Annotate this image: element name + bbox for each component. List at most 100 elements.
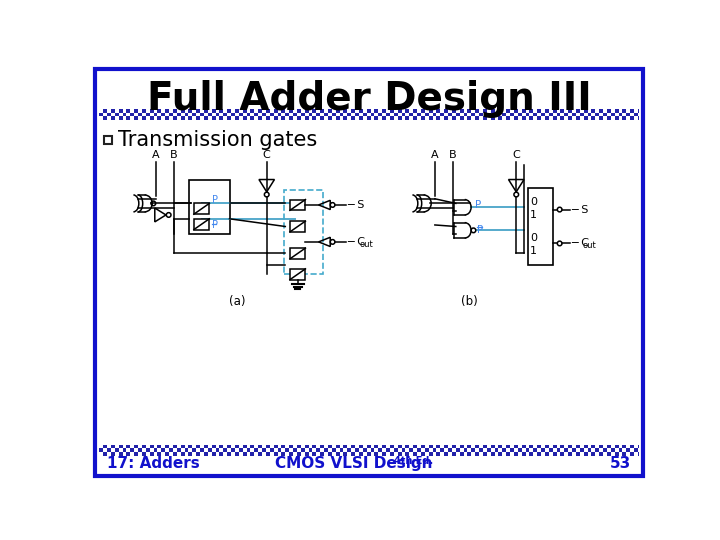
Bar bbox=[417, 445, 421, 448]
Text: ─ C: ─ C bbox=[347, 237, 365, 247]
Bar bbox=[374, 112, 378, 117]
Bar bbox=[560, 112, 564, 117]
Bar bbox=[328, 448, 332, 452]
Text: (b): (b) bbox=[462, 295, 478, 308]
Text: C: C bbox=[513, 150, 520, 160]
Bar bbox=[545, 112, 549, 117]
Bar bbox=[413, 448, 417, 452]
Bar bbox=[615, 448, 618, 452]
Bar bbox=[114, 452, 119, 456]
Bar bbox=[472, 117, 475, 120]
Bar bbox=[615, 112, 618, 117]
Bar bbox=[425, 110, 428, 112]
Bar bbox=[479, 117, 483, 120]
Text: Full Adder Design III: Full Adder Design III bbox=[147, 80, 591, 118]
Bar bbox=[534, 110, 537, 112]
Bar bbox=[266, 448, 270, 452]
Bar bbox=[510, 452, 514, 456]
Bar bbox=[270, 445, 274, 448]
Bar bbox=[611, 445, 615, 448]
Bar bbox=[290, 248, 305, 259]
Text: C: C bbox=[263, 150, 271, 160]
Bar bbox=[433, 445, 436, 448]
Bar bbox=[231, 110, 235, 112]
Bar bbox=[541, 452, 545, 456]
Bar bbox=[184, 110, 189, 112]
Bar bbox=[374, 448, 378, 452]
Bar bbox=[169, 452, 173, 456]
Bar bbox=[534, 117, 537, 120]
Bar bbox=[448, 445, 452, 448]
Bar bbox=[122, 117, 127, 120]
Bar bbox=[595, 117, 599, 120]
Bar bbox=[382, 112, 386, 117]
Bar bbox=[433, 452, 436, 456]
Bar bbox=[189, 112, 192, 117]
Text: ─ C: ─ C bbox=[571, 239, 589, 248]
Bar bbox=[285, 452, 289, 456]
Bar bbox=[355, 452, 359, 456]
Text: 1: 1 bbox=[530, 210, 537, 220]
Bar bbox=[560, 448, 564, 452]
Bar bbox=[572, 110, 576, 112]
Bar bbox=[251, 112, 254, 117]
Bar bbox=[528, 188, 553, 265]
Bar bbox=[371, 445, 374, 448]
Bar bbox=[382, 448, 386, 452]
Bar bbox=[239, 110, 243, 112]
Bar bbox=[595, 445, 599, 448]
Text: P: P bbox=[212, 220, 217, 231]
Bar bbox=[107, 445, 111, 448]
Bar bbox=[522, 112, 526, 117]
Bar bbox=[192, 452, 196, 456]
Bar bbox=[239, 452, 243, 456]
Bar bbox=[309, 110, 312, 112]
Bar bbox=[340, 110, 343, 112]
Bar bbox=[290, 221, 305, 232]
Bar bbox=[351, 112, 355, 117]
Bar bbox=[541, 117, 545, 120]
Bar bbox=[564, 452, 568, 456]
Bar bbox=[138, 445, 142, 448]
Bar bbox=[293, 117, 297, 120]
Bar bbox=[208, 452, 212, 456]
Bar bbox=[290, 200, 305, 211]
Bar bbox=[134, 448, 138, 452]
Text: 17: Adders: 17: Adders bbox=[107, 456, 200, 471]
Bar bbox=[215, 110, 220, 112]
Bar bbox=[459, 448, 464, 452]
Bar bbox=[553, 448, 557, 452]
Bar bbox=[417, 452, 421, 456]
Text: Transmission gates: Transmission gates bbox=[118, 130, 317, 150]
Bar bbox=[483, 112, 487, 117]
Text: ─ S: ─ S bbox=[571, 205, 589, 214]
Bar bbox=[588, 110, 591, 112]
Bar bbox=[518, 452, 522, 456]
Bar bbox=[277, 117, 282, 120]
Bar bbox=[448, 117, 452, 120]
Bar bbox=[510, 445, 514, 448]
Text: 53: 53 bbox=[610, 456, 631, 471]
Bar bbox=[503, 117, 506, 120]
Bar bbox=[177, 445, 181, 448]
Bar bbox=[312, 112, 316, 117]
Bar bbox=[220, 112, 223, 117]
Bar bbox=[405, 112, 409, 117]
Bar bbox=[274, 112, 277, 117]
Bar bbox=[397, 112, 402, 117]
Bar bbox=[111, 448, 114, 452]
Bar bbox=[591, 112, 595, 117]
Text: B: B bbox=[170, 150, 178, 160]
Bar bbox=[366, 112, 371, 117]
Text: CMOS VLSI Design: CMOS VLSI Design bbox=[275, 456, 432, 471]
Bar bbox=[347, 452, 351, 456]
Bar bbox=[580, 110, 584, 112]
Bar bbox=[626, 452, 630, 456]
Bar bbox=[150, 112, 153, 117]
Bar bbox=[436, 112, 441, 117]
Bar bbox=[262, 445, 266, 448]
Bar bbox=[456, 110, 459, 112]
Bar bbox=[409, 117, 413, 120]
Bar bbox=[340, 117, 343, 120]
Bar bbox=[355, 110, 359, 112]
